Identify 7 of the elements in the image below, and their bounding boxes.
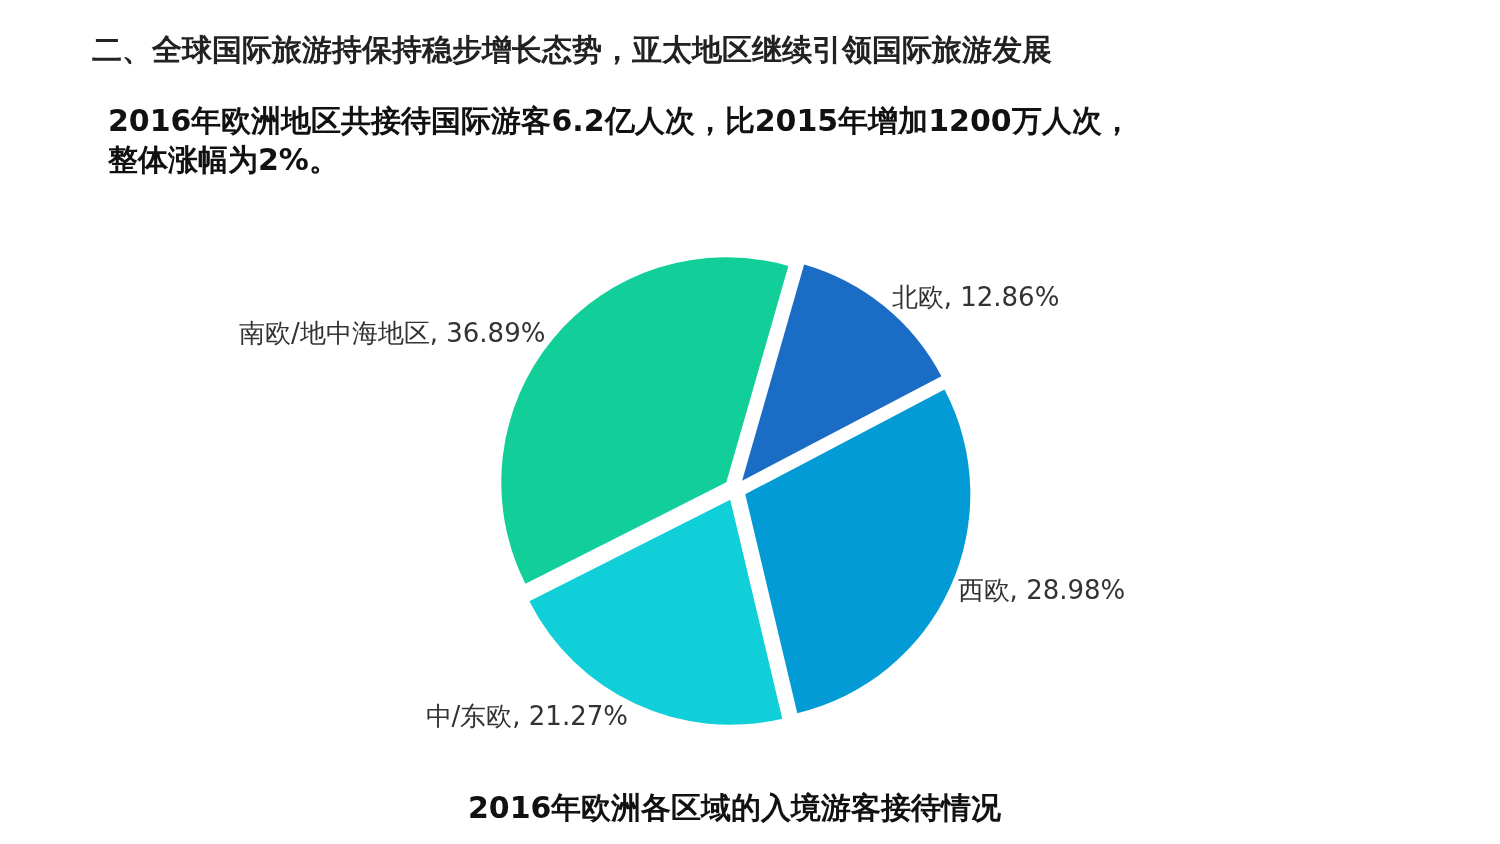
slice-label: 北欧, 12.86% xyxy=(891,282,1060,313)
text: 2016年欧洲各区域的入境游客接待情况 xyxy=(468,790,1003,825)
slice-label: 西欧, 28.98% xyxy=(957,574,1126,605)
slice-label: 中/东欧, 21.27% xyxy=(425,701,628,732)
slice-label: 南欧/地中海地区, 36.89% xyxy=(238,317,546,348)
text: 二、全球国际旅游持保持稳步增长态势，亚太地区继续引领国际旅游发展 xyxy=(92,32,1052,67)
chart-subtitle: 2016年欧洲地区共接待国际游客6.2亿人次，比2015年增加1200万人次，整体涨幅为2%。 xyxy=(107,103,1132,177)
